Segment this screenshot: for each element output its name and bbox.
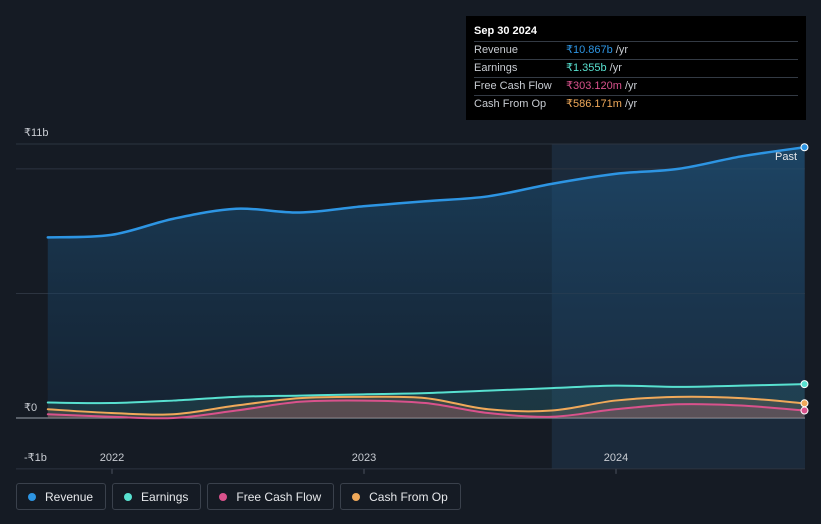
tooltip-row-free-cash-flow: Free Cash Flow ₹303.120m /yr <box>474 78 798 96</box>
x-tick-label: 2024 <box>604 452 628 464</box>
tooltip-label: Revenue <box>474 44 519 56</box>
tooltip-label: Cash From Op <box>474 98 547 110</box>
legend-label: Revenue <box>45 489 94 504</box>
tooltip-value: ₹586.171m <box>566 98 622 110</box>
tooltip-row-revenue: Revenue ₹10.867b /yr <box>474 42 798 60</box>
tooltip-value: ₹1.355b <box>566 62 607 74</box>
tooltip-unit: /yr <box>624 98 638 110</box>
series-area-free-cash-flow <box>47 400 805 419</box>
tooltip-value: ₹303.120m <box>566 80 622 92</box>
series-endpoint-free-cash-flow <box>800 406 809 415</box>
y-tick-label: -₹1b <box>24 452 47 464</box>
series-line-revenue <box>46 145 806 239</box>
past-label: Past <box>775 151 797 163</box>
legend-dot-icon <box>28 492 36 501</box>
tooltip-unit: /yr <box>609 62 622 74</box>
tooltip-row-cash-from-op: Cash From Op ₹586.171m /yr <box>474 96 798 113</box>
tooltip-label: Earnings <box>474 62 518 74</box>
tooltip-unit: /yr <box>615 44 628 56</box>
chart-legend: Revenue Earnings Free Cash Flow Cash Fro… <box>16 483 461 510</box>
x-tick-label: 2023 <box>352 452 376 464</box>
legend-label: Free Cash Flow <box>236 489 322 504</box>
y-tick-label: ₹11b <box>24 127 49 139</box>
series-endpoint-earnings <box>800 380 809 389</box>
series-area-revenue <box>47 147 805 419</box>
legend-item-earnings[interactable]: Earnings <box>112 483 202 510</box>
series-endpoint-revenue <box>800 143 809 152</box>
legend-dot-icon <box>219 492 228 501</box>
series-line-cash-from-op <box>46 395 806 416</box>
legend-label: Cash From Op <box>369 489 448 504</box>
legend-item-revenue[interactable]: Revenue <box>16 483 107 510</box>
x-tick-label: 2022 <box>100 452 124 464</box>
tooltip-label: Free Cash Flow <box>474 80 552 92</box>
tooltip-panel: Sep 30 2024 Revenue ₹10.867b /yr Earning… <box>466 16 806 120</box>
series-area-cash-from-op <box>47 396 805 418</box>
tooltip-unit: /yr <box>624 80 638 92</box>
tooltip-date: Sep 30 2024 <box>474 24 798 42</box>
series-line-free-cash-flow <box>46 399 806 420</box>
legend-item-cash-from-op[interactable]: Cash From Op <box>340 483 461 510</box>
tooltip-value: ₹10.867b <box>566 44 613 56</box>
legend-label: Earnings <box>141 489 189 504</box>
legend-item-free-cash-flow[interactable]: Free Cash Flow <box>207 483 335 510</box>
legend-dot-icon <box>124 492 133 501</box>
series-line-earnings <box>46 383 806 405</box>
series-endpoint-cash-from-op <box>800 399 809 408</box>
y-tick-label: ₹0 <box>24 402 37 414</box>
tooltip-row-earnings: Earnings ₹1.355b /yr <box>474 60 798 78</box>
legend-dot-icon <box>352 492 361 501</box>
